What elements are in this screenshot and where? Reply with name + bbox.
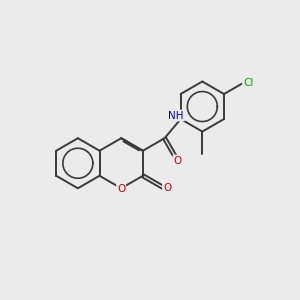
Text: NH: NH — [169, 110, 184, 121]
Text: O: O — [117, 184, 125, 194]
Text: Cl: Cl — [243, 78, 254, 88]
Text: O: O — [173, 155, 182, 166]
Text: O: O — [163, 183, 171, 193]
